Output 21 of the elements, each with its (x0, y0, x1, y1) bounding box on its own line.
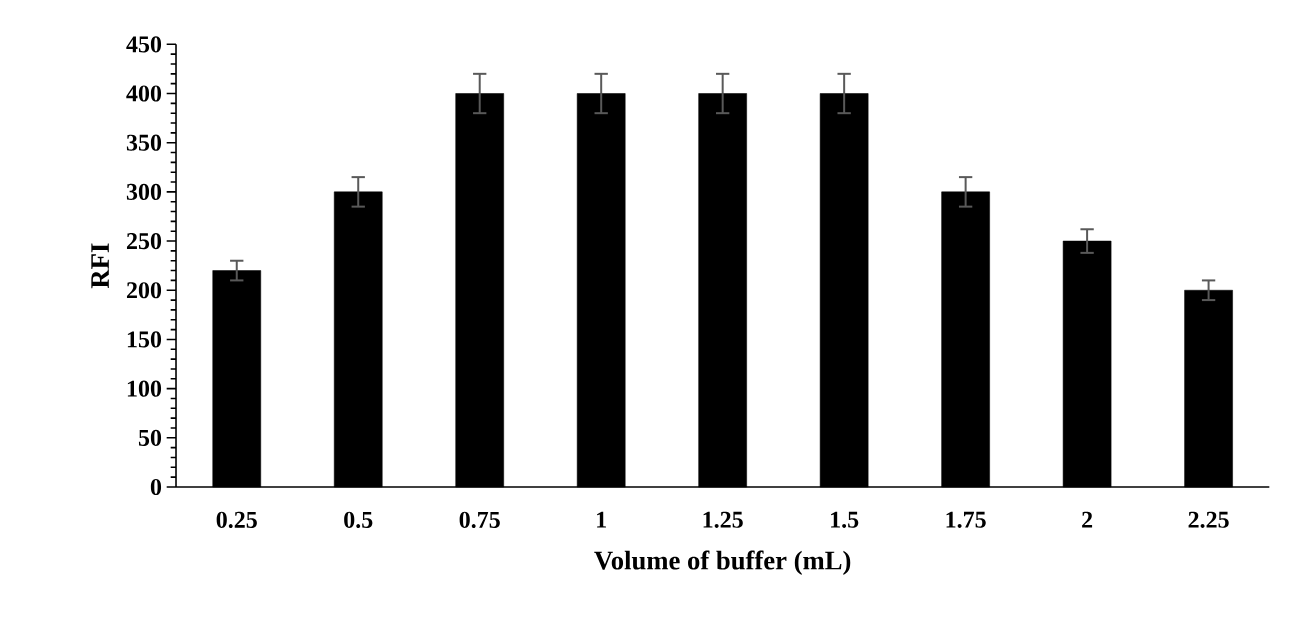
y-tick-label: 300 (126, 183, 162, 200)
x-tick-label: 2 (1082, 511, 1093, 528)
x-tick-label: 0.25 (216, 511, 257, 528)
y-tick-label: 200 (126, 282, 162, 299)
y-tick-label: 0 (150, 478, 162, 496)
y-tick-label: 400 (126, 85, 162, 102)
y-tick-label: 350 (126, 134, 162, 151)
x-tick-label: 1 (597, 511, 606, 528)
x-axis-title: Volume of buffer (mL) (594, 550, 851, 575)
y-tick-label: 150 (127, 331, 162, 348)
y-axis-title: RFI (91, 243, 109, 289)
x-tick-label: 1.75 (946, 511, 986, 528)
y-tick-label: 100 (127, 380, 162, 397)
y-tick-label: 50 (138, 429, 162, 446)
x-tick-label: 1.5 (831, 511, 859, 528)
x-tick-label: 2.25 (1188, 511, 1229, 528)
x-tick-label: 0.75 (459, 511, 500, 528)
x-tick-label: 0.5 (344, 511, 373, 528)
x-tick-label: 1.25 (703, 511, 743, 528)
y-tick-label: 450 (126, 36, 162, 53)
y-tick-label: 250 (126, 232, 162, 250)
